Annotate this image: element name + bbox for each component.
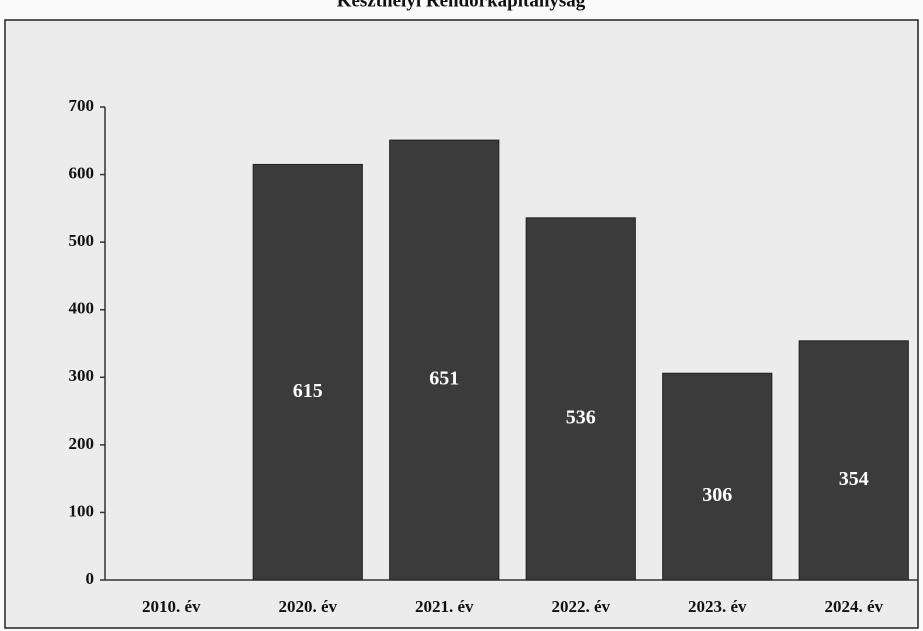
x-tick-label: 2023. év [688, 597, 747, 616]
chart-title: Keszthelyi Rendőrkapitányság [337, 0, 586, 11]
y-tick-label: 100 [69, 501, 95, 520]
y-tick-label: 200 [69, 434, 95, 453]
bar [798, 340, 909, 581]
x-tick-label: 2021. év [415, 597, 474, 616]
x-tick-label: 2024. év [824, 597, 883, 616]
bar [525, 217, 636, 581]
x-tick-label: 2010. év [142, 597, 201, 616]
y-tick-label: 600 [69, 163, 95, 182]
bar [662, 372, 773, 581]
x-tick-label: 2020. év [278, 597, 337, 616]
y-tick-label: 400 [69, 299, 95, 318]
bar [389, 139, 500, 581]
y-tick-label: 700 [69, 96, 95, 115]
value-label: 651 [429, 368, 459, 390]
y-tick-label: 500 [69, 231, 95, 250]
y-tick-label: 300 [69, 366, 95, 385]
value-label: 306 [702, 484, 732, 506]
value-label: 354 [839, 468, 869, 490]
x-tick-label: 2022. év [551, 597, 610, 616]
value-label: 536 [566, 407, 596, 429]
y-tick-label: 0 [86, 569, 95, 588]
value-label: 615 [293, 380, 323, 402]
bar [252, 163, 363, 581]
